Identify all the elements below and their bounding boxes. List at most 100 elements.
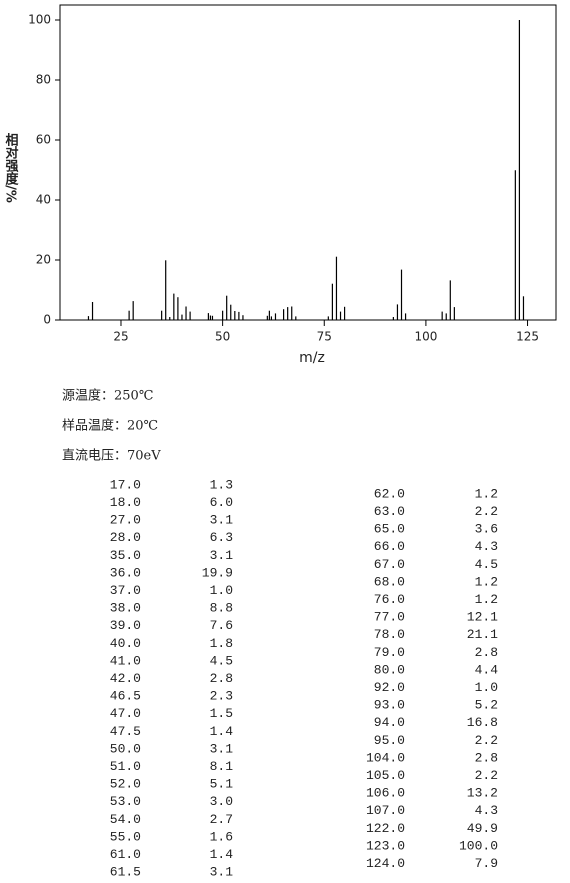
mz-cell: 55.0 <box>110 829 141 844</box>
mz-cell: 39.0 <box>110 618 141 633</box>
mz-cell: 67.0 <box>374 557 405 572</box>
intensity-cell: 8.8 <box>210 601 233 616</box>
mz-cell: 61.0 <box>110 847 141 862</box>
mz-cell: 50.0 <box>110 741 141 756</box>
intensity-cell: 49.9 <box>467 821 498 836</box>
intensity-cell: 3.0 <box>210 794 233 809</box>
mz-cell: 41.0 <box>110 653 141 668</box>
intensity-cell: 1.4 <box>210 847 234 862</box>
intensity-cell: 1.2 <box>475 592 498 607</box>
mz-cell: 68.0 <box>374 574 405 589</box>
intensity-cell: 1.0 <box>210 583 233 598</box>
mz-cell: 37.0 <box>110 583 141 598</box>
x-tick-label: 100 <box>414 330 437 344</box>
intensity-cell: 3.1 <box>210 741 234 756</box>
intensity-cell: 1.4 <box>210 724 234 739</box>
mz-cell: 105.0 <box>366 768 405 783</box>
mz-cell: 27.0 <box>110 513 141 528</box>
intensity-cell: 100.0 <box>459 838 498 853</box>
intensity-cell: 2.8 <box>210 671 233 686</box>
mz-cell: 80.0 <box>374 662 405 677</box>
intensity-cell: 19.9 <box>202 565 233 580</box>
mz-cell: 62.0 <box>374 486 405 501</box>
mz-cell: 61.5 <box>110 865 141 879</box>
y-axis-label: 相对强度/% <box>3 133 19 203</box>
mz-cell: 54.0 <box>110 812 141 827</box>
condition-line: 样品温度：20℃ <box>62 418 158 434</box>
y-tick-label: 80 <box>36 73 51 87</box>
mz-cell: 42.0 <box>110 671 141 686</box>
x-tick-label: 50 <box>215 330 230 344</box>
intensity-cell: 2.8 <box>475 645 498 660</box>
intensity-cell: 12.1 <box>467 610 498 625</box>
intensity-cell: 7.9 <box>475 856 498 871</box>
intensity-cell: 6.0 <box>210 495 233 510</box>
intensity-cell: 2.3 <box>210 689 233 704</box>
intensity-cell: 2.2 <box>475 768 498 783</box>
y-tick-label: 0 <box>43 313 51 327</box>
y-tick-label: 20 <box>36 253 51 267</box>
intensity-cell: 1.3 <box>210 477 233 492</box>
mz-cell: 79.0 <box>374 645 405 660</box>
mz-cell: 36.0 <box>110 565 141 580</box>
mz-cell: 122.0 <box>366 821 405 836</box>
mz-cell: 18.0 <box>110 495 141 510</box>
mz-cell: 95.0 <box>374 733 405 748</box>
intensity-cell: 5.2 <box>475 698 498 713</box>
mz-cell: 51.0 <box>110 759 141 774</box>
intensity-cell: 2.2 <box>475 504 498 519</box>
intensity-cell: 1.5 <box>210 706 233 721</box>
intensity-cell: 3.1 <box>210 513 234 528</box>
intensity-cell: 1.2 <box>475 574 498 589</box>
intensity-cell: 1.2 <box>475 486 498 501</box>
mz-cell: 46.5 <box>110 689 141 704</box>
mz-cell: 28.0 <box>110 530 141 545</box>
mz-cell: 47.5 <box>110 724 141 739</box>
intensity-cell: 3.6 <box>475 522 498 537</box>
mz-cell: 53.0 <box>110 794 141 809</box>
condition-line: 直流电压：70eV <box>62 449 161 464</box>
mz-cell: 65.0 <box>374 522 405 537</box>
y-tick-label: 100 <box>28 13 51 27</box>
mz-cell: 52.0 <box>110 777 141 792</box>
mz-cell: 124.0 <box>366 856 405 871</box>
mz-cell: 123.0 <box>366 838 405 853</box>
plot-frame <box>59 4 557 321</box>
intensity-cell: 6.3 <box>210 530 233 545</box>
intensity-cell: 2.8 <box>475 750 498 765</box>
mz-cell: 78.0 <box>374 627 405 642</box>
intensity-cell: 16.8 <box>467 715 498 730</box>
x-tick-label: 125 <box>516 330 539 344</box>
y-tick-label: 60 <box>36 133 51 147</box>
intensity-cell: 2.7 <box>210 812 233 827</box>
mz-cell: 93.0 <box>374 698 405 713</box>
y-tick-label: 40 <box>36 193 51 207</box>
mz-cell: 76.0 <box>374 592 405 607</box>
intensity-cell: 3.1 <box>210 548 234 563</box>
intensity-cell: 4.4 <box>475 662 499 677</box>
mz-cell: 107.0 <box>366 803 405 818</box>
mz-cell: 47.0 <box>110 706 141 721</box>
intensity-cell: 5.1 <box>210 777 234 792</box>
intensity-cell: 7.6 <box>210 618 233 633</box>
intensity-cell: 1.6 <box>210 829 233 844</box>
x-tick-label: 25 <box>113 330 128 344</box>
intensity-cell: 4.3 <box>475 803 498 818</box>
intensity-cell: 3.1 <box>210 865 234 879</box>
mz-cell: 40.0 <box>110 636 141 651</box>
intensity-cell: 13.2 <box>467 786 498 801</box>
x-tick-label: 75 <box>317 330 332 344</box>
x-axis-label: m/z <box>299 350 325 366</box>
intensity-cell: 4.5 <box>475 557 498 572</box>
intensity-cell: 21.1 <box>467 627 498 642</box>
mz-cell: 77.0 <box>374 610 405 625</box>
mz-cell: 63.0 <box>374 504 405 519</box>
mz-cell: 66.0 <box>374 539 405 554</box>
mz-cell: 92.0 <box>374 680 405 695</box>
intensity-cell: 4.5 <box>210 653 233 668</box>
mz-cell: 104.0 <box>366 750 405 765</box>
intensity-cell: 8.1 <box>210 759 234 774</box>
mz-cell: 17.0 <box>110 477 141 492</box>
